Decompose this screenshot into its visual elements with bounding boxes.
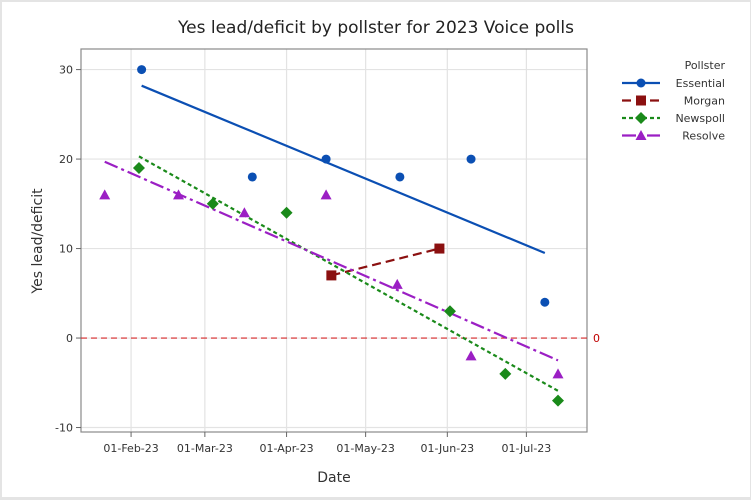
legend-item-resolve: Resolve: [622, 130, 725, 143]
fit-line-resolve: [104, 160, 559, 362]
legend-marker-morgan: [636, 95, 646, 106]
data-point-resolve: [173, 189, 185, 200]
fit-line-newspoll: [138, 155, 559, 392]
data-point-resolve: [465, 350, 477, 361]
data-point-essential: [321, 154, 331, 164]
data-point-newspoll: [280, 206, 293, 219]
y-tick-label: 30: [59, 64, 73, 77]
fit-line-essential: [141, 84, 546, 255]
data-point-resolve: [238, 207, 250, 218]
x-tick-label: 01-Apr-23: [260, 442, 314, 455]
data-point-newspoll: [206, 197, 219, 210]
data-point-newspoll: [499, 367, 512, 380]
legend-item-essential: Essential: [622, 77, 725, 90]
reference-line-label: 0: [593, 332, 600, 345]
fit-line-morgan: [331, 247, 440, 277]
data-point-resolve: [320, 189, 332, 200]
x-tick-label: 01-Jul-23: [501, 442, 551, 455]
data-point-resolve: [99, 189, 111, 200]
data-point-morgan: [434, 243, 445, 254]
data-point-newspoll: [552, 394, 565, 407]
gridlines: [81, 49, 587, 432]
legend-label-resolve: Resolve: [682, 130, 725, 143]
data-point-newspoll: [132, 162, 145, 175]
y-tick-label: -10: [55, 422, 73, 435]
data-points: [99, 65, 565, 407]
legend-label-morgan: Morgan: [684, 95, 725, 108]
legend-marker-essential: [636, 78, 646, 88]
data-point-resolve: [391, 278, 403, 289]
plot-area-border: [80, 48, 588, 433]
legend-label-newspoll: Newspoll: [675, 112, 725, 125]
x-axis: 01-Feb-23 01-Mar-23 01-Apr-23 01-May-23 01-J…: [103, 432, 551, 455]
legend-item-newspoll: Newspoll: [622, 112, 725, 125]
x-axis-label: Date: [317, 470, 350, 486]
data-point-essential: [137, 65, 147, 75]
y-tick-label: 20: [59, 153, 73, 166]
y-tick-label: 0: [66, 332, 73, 345]
data-point-newspoll: [443, 305, 456, 318]
legend-label-essential: Essential: [676, 77, 725, 90]
legend-item-morgan: Morgan: [622, 95, 725, 108]
y-axis: -10 0 10 20 30: [55, 64, 81, 435]
legend-marker-newspoll: [635, 112, 647, 124]
reference-line-group: 0: [81, 332, 600, 345]
data-point-essential: [247, 172, 257, 182]
chart-title: Yes lead/deficit by pollster for 2023 Vo…: [177, 18, 574, 38]
legend: Pollster Essential Morgan Newspoll Resolve: [622, 59, 725, 143]
x-tick-label: 01-Feb-23: [103, 442, 158, 455]
data-point-morgan: [326, 270, 337, 281]
legend-title: Pollster: [685, 59, 726, 72]
data-point-essential: [540, 297, 550, 307]
data-point-essential: [395, 172, 405, 182]
y-axis-label: Yes lead/deficit: [30, 188, 46, 295]
x-tick-label: 01-Jun-23: [420, 442, 474, 455]
x-tick-label: 01-Mar-23: [177, 442, 233, 455]
legend-marker-resolve: [635, 130, 647, 140]
data-point-essential: [466, 154, 476, 164]
x-tick-label: 01-May-23: [336, 442, 394, 455]
fit-lines: [104, 84, 559, 392]
data-point-resolve: [552, 368, 564, 379]
y-tick-label: 10: [59, 243, 73, 256]
